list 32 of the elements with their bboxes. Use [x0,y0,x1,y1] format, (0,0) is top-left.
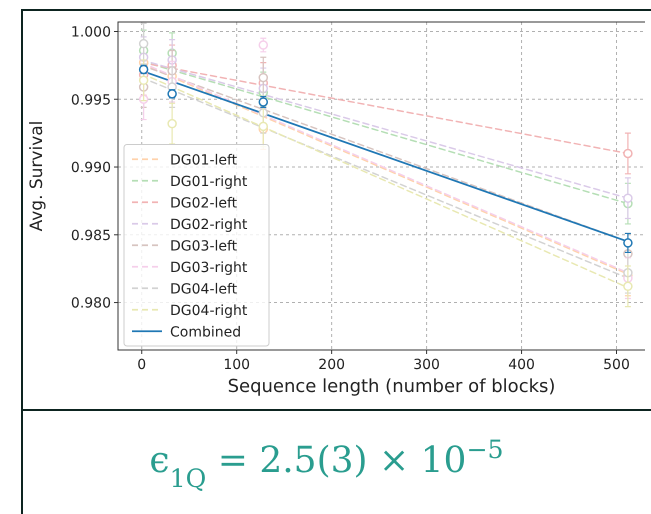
legend-label: DG01-left [170,152,238,168]
point [623,193,633,203]
point [138,38,148,48]
legend-label: DG03-left [170,238,238,254]
point [623,238,633,248]
legend-label: DG01-right [170,174,248,190]
legend-label: DG04-left [170,281,238,298]
x-axis-title: Sequence length (number of blocks) [228,376,556,397]
legend-label: DG04-right [170,302,248,319]
y-tick-label: 0.990 [70,160,111,176]
x-tick-label: 200 [318,357,346,373]
point [167,118,177,128]
legend-label: DG02-right [170,216,248,233]
x-tick-label: 400 [508,357,535,373]
y-tick-label: 0.980 [70,296,111,312]
legend-label: DG02-left [170,195,238,212]
x-tick-label: 100 [223,357,250,373]
point [258,72,268,82]
point [623,282,633,292]
x-tick-label: 0 [137,357,146,373]
text: ϵ$_{1Q}$ = 2.5(3) × 10$^{−5}$ [149,434,504,492]
legend-label: Combined [170,324,242,340]
y-axis-title: Avg. Survival [27,120,47,232]
point [258,40,268,50]
y-tick-label: 1.000 [70,24,111,40]
x-tick-label: 500 [603,357,630,373]
y-tick-label: 0.995 [70,92,111,108]
point [623,148,633,158]
x-tick-label: 300 [413,357,440,373]
legend-label: DG03-right [170,260,248,276]
y-tick-label: 0.985 [70,228,111,244]
point [138,76,148,86]
